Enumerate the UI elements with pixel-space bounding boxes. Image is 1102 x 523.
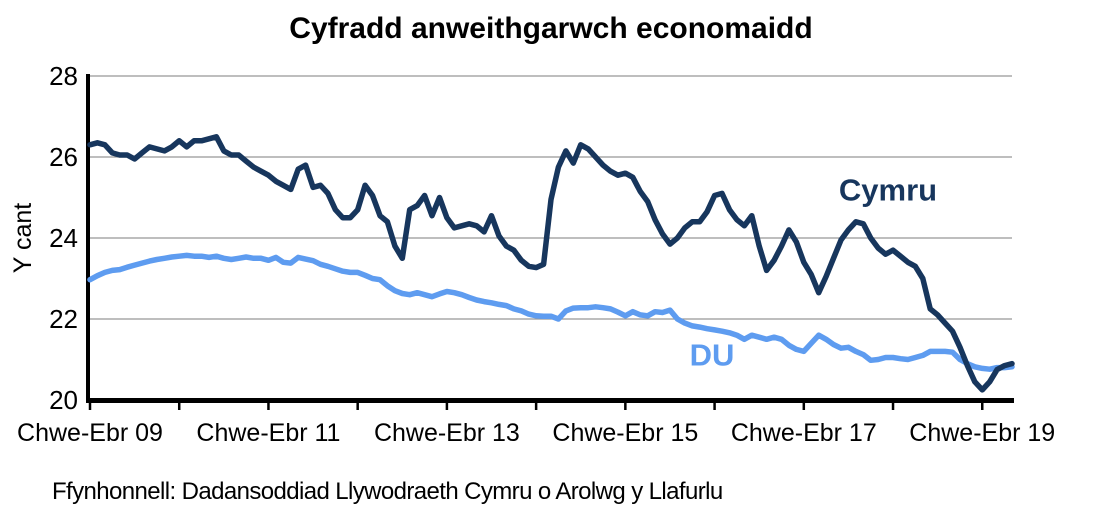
series-label-du: DU: [690, 338, 735, 373]
x-tick-label-5: Chwe-Ebr 19: [909, 419, 1055, 447]
series-line-cymru: [87, 134, 1015, 393]
x-tick-label-0: Chwe-Ebr 09: [17, 419, 163, 447]
source-note: Ffynhonnell: Dadansoddiad Llywodraeth Cy…: [52, 478, 723, 505]
x-tick-label-4: Chwe-Ebr 17: [731, 419, 877, 447]
y-tick-label-22: 22: [49, 304, 78, 334]
y-tick-label-24: 24: [49, 223, 78, 253]
x-axis-line: [86, 398, 1014, 403]
x-tick-label-2: Chwe-Ebr 13: [374, 419, 520, 447]
series-line-du: [87, 252, 1015, 372]
x-tick-label-3: Chwe-Ebr 15: [552, 419, 698, 447]
chart-title: Cyfradd anweithgarwch economaidd: [289, 12, 813, 45]
y-tick-label-26: 26: [49, 142, 78, 172]
series-label-cymru: Cymru: [839, 173, 937, 208]
x-tick-label-1: Chwe-Ebr 11: [196, 419, 340, 447]
y-axis-title: Y cant: [9, 203, 37, 273]
y-tick-label-28: 28: [49, 61, 78, 91]
y-tick-label-20: 20: [49, 385, 78, 415]
y-axis-line: [86, 74, 90, 403]
